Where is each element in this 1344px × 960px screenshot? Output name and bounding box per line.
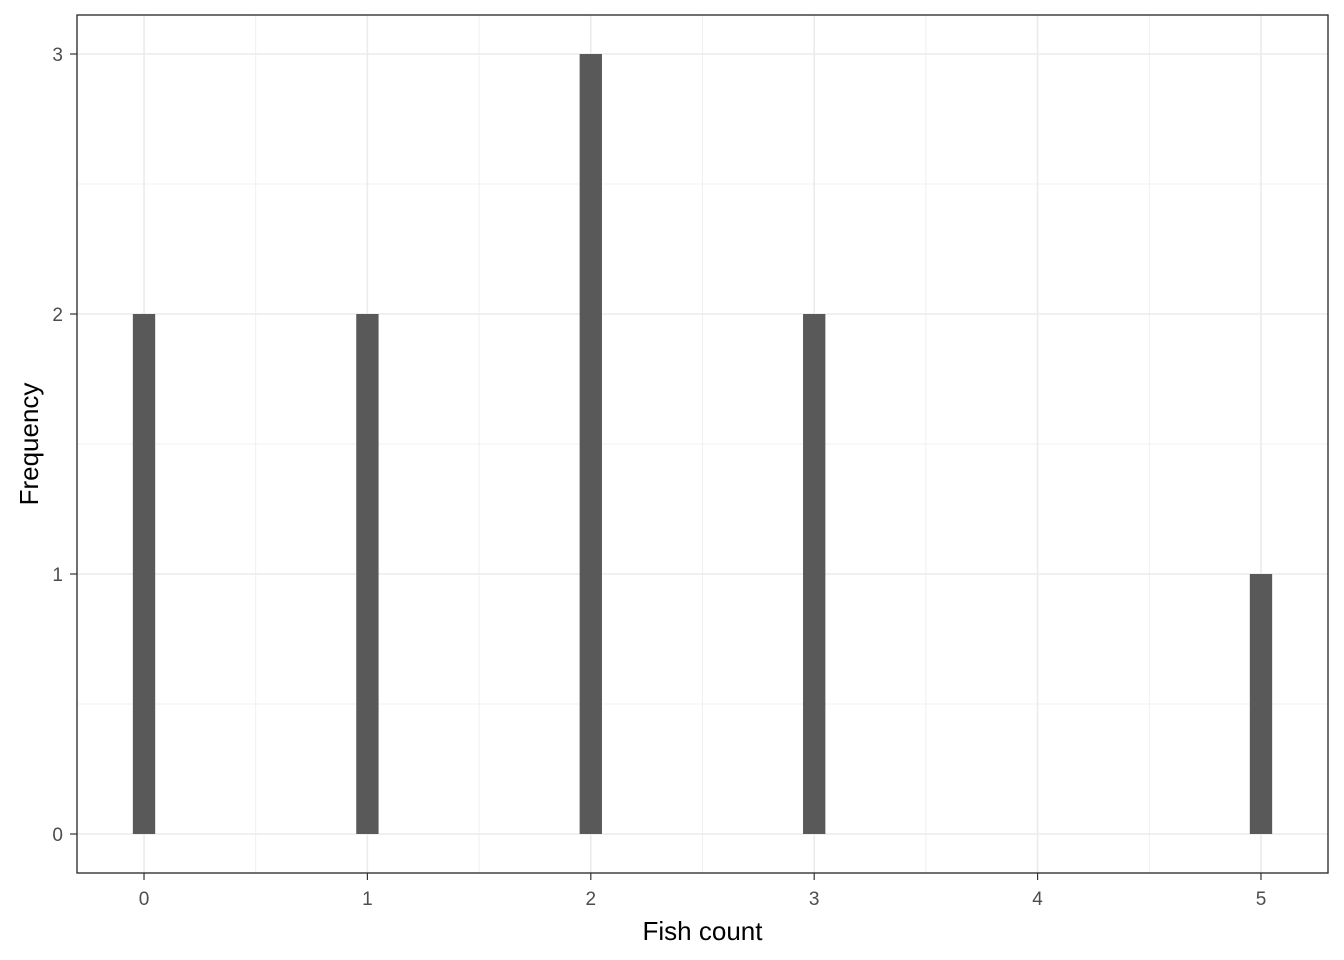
x-tick-label: 1 (362, 889, 373, 910)
bar (803, 314, 826, 834)
bar (1249, 574, 1273, 834)
y-tick-label: 0 (52, 825, 63, 846)
y-axis-ticks: 0 1 2 3 (52, 45, 77, 846)
y-tick-label: 3 (52, 45, 63, 66)
y-tick-label: 2 (52, 305, 63, 326)
x-tick-label: 4 (1032, 889, 1043, 910)
panel-border (76, 14, 1329, 874)
bar (356, 314, 379, 834)
y-axis-title: Frequency (14, 383, 44, 506)
bar (132, 314, 156, 834)
x-axis-ticks: 0 1 2 3 4 5 (139, 873, 1267, 910)
minor-gridlines (77, 15, 1328, 873)
bar (579, 54, 602, 834)
x-tick-label: 0 (139, 889, 150, 910)
bars (132, 54, 1273, 834)
y-tick-label: 1 (52, 565, 63, 586)
x-tick-label: 3 (809, 889, 820, 910)
x-tick-label: 2 (586, 889, 597, 910)
x-tick-label: 5 (1256, 889, 1267, 910)
x-axis-title: Fish count (643, 916, 764, 946)
